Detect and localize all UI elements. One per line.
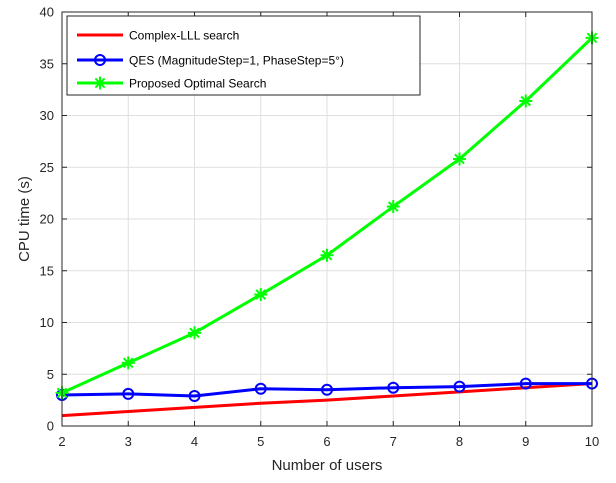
legend: Complex-LLL search QES (MagnitudeStep=1,… bbox=[66, 15, 421, 96]
y-tick-label: 35 bbox=[40, 56, 54, 71]
data-point-qes bbox=[321, 383, 333, 396]
x-tick-label: 6 bbox=[323, 434, 330, 449]
y-tick-label: 10 bbox=[40, 315, 54, 330]
data-point-proposed bbox=[188, 326, 201, 340]
data-point-proposed bbox=[453, 152, 466, 166]
data-point-qes bbox=[453, 380, 466, 393]
y-tick-label: 5 bbox=[47, 367, 54, 382]
x-tick-label: 8 bbox=[456, 434, 463, 449]
legend-label-proposed: Proposed Optimal Search bbox=[129, 77, 266, 91]
data-point-qes bbox=[254, 382, 267, 395]
x-axis-label: Number of users bbox=[272, 457, 383, 474]
legend-label-qes: QES (MagnitudeStep=1, PhaseStep=5°) bbox=[129, 54, 344, 68]
data-point-qes bbox=[387, 381, 400, 394]
y-axis-label: CPU time (s) bbox=[16, 176, 33, 262]
legend-marker-proposed bbox=[93, 76, 107, 90]
data-point-proposed bbox=[386, 200, 400, 214]
x-tick-label: 10 bbox=[585, 434, 599, 449]
data-point-proposed bbox=[320, 248, 334, 262]
y-tick-label: 25 bbox=[40, 160, 54, 175]
x-tick-label: 9 bbox=[522, 434, 529, 449]
legend-star-shape bbox=[93, 76, 107, 90]
data-point-qes bbox=[188, 389, 201, 402]
data-point-qes bbox=[519, 377, 532, 390]
y-tick-label: 15 bbox=[40, 263, 54, 278]
x-tick-label: 7 bbox=[390, 434, 397, 449]
x-tick-label: 4 bbox=[191, 434, 198, 449]
x-tick-label: 3 bbox=[125, 434, 132, 449]
data-point-proposed bbox=[121, 356, 135, 370]
legend-box bbox=[66, 15, 421, 96]
y-tick-label: 0 bbox=[47, 419, 54, 434]
y-tick-label: 20 bbox=[40, 212, 54, 227]
x-tick-label: 5 bbox=[257, 434, 264, 449]
legend-label-complex-lll: Complex-LLL search bbox=[129, 29, 239, 43]
series-line-qes bbox=[61, 382, 592, 398]
series-line-complex-lll bbox=[61, 382, 593, 418]
data-point-proposed bbox=[519, 94, 533, 108]
y-tick-label: 30 bbox=[40, 108, 54, 123]
x-tick-label: 2 bbox=[58, 434, 65, 449]
tick-layer: 2 3 4 5 6 7 8 9 10 0 5 10 15 20 25 30 35 40 bbox=[40, 5, 600, 450]
data-point-proposed bbox=[254, 288, 268, 302]
legend-marker-qes bbox=[94, 54, 106, 66]
y-tick-label: 40 bbox=[40, 5, 54, 20]
data-point-qes bbox=[122, 387, 135, 400]
